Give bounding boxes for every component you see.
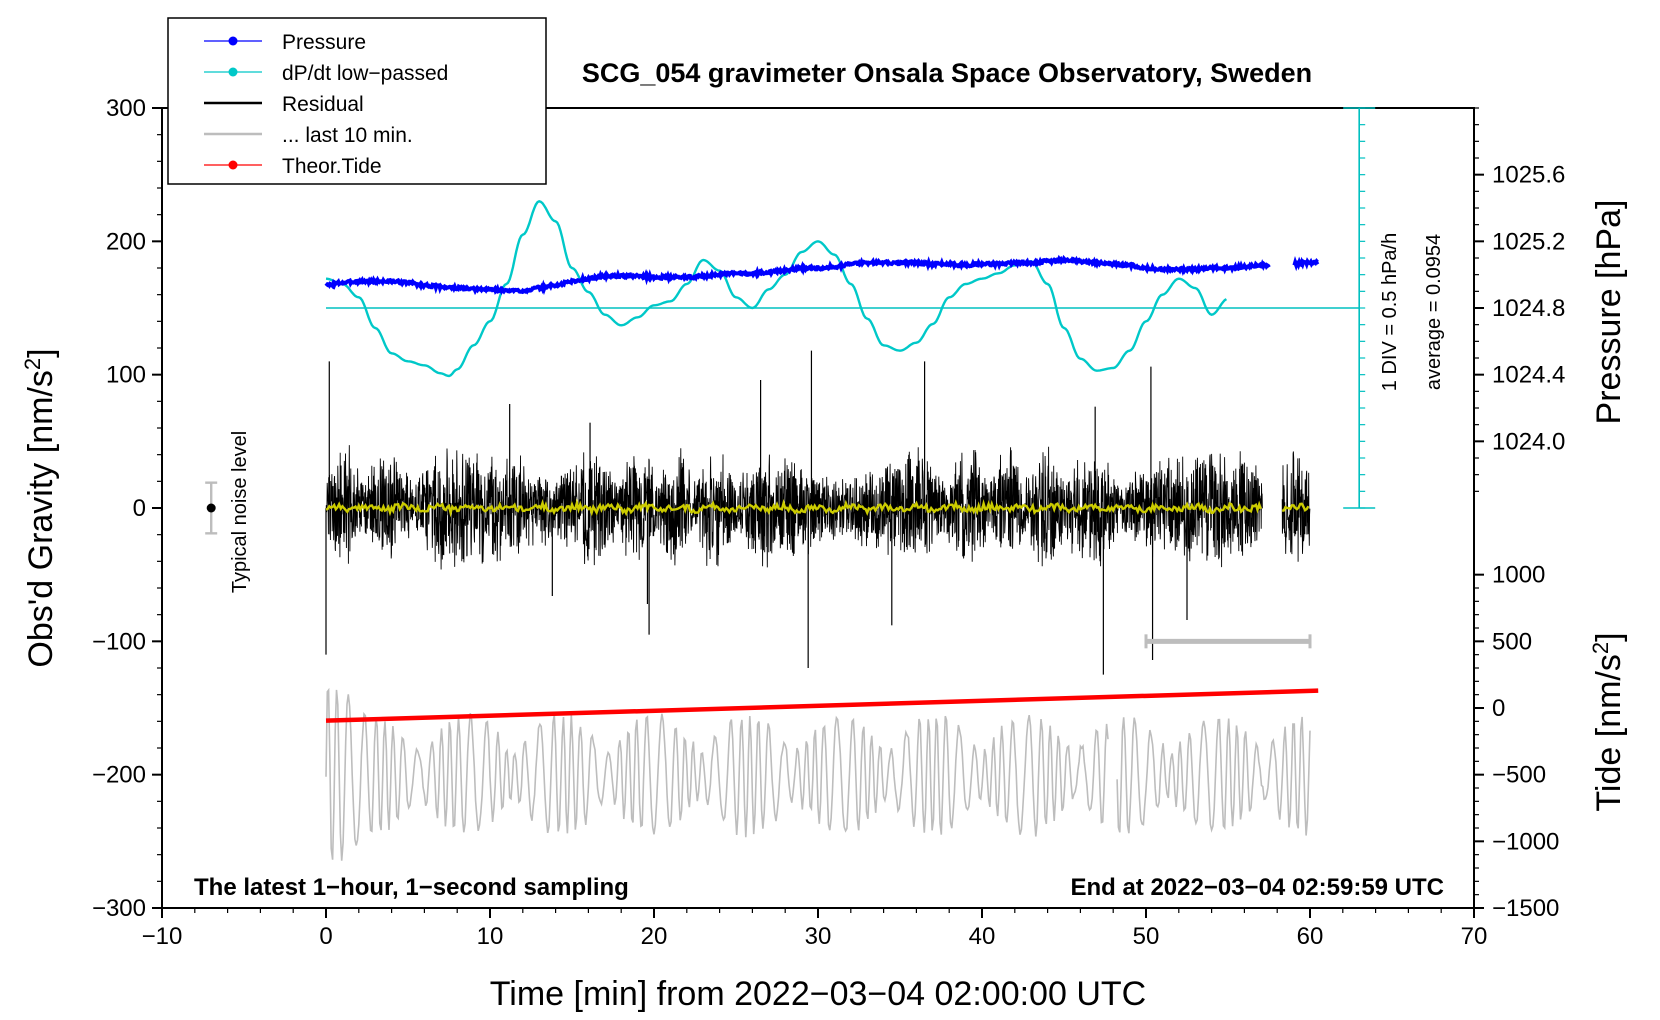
x-tick-label: 70 [1461, 923, 1488, 950]
y-axis-title-tide-main: Tide [nm/s [1590, 654, 1628, 811]
legend-marker [228, 67, 238, 77]
noise-level-label: Typical noise level [229, 431, 251, 593]
tide-tick-label: 0 [1492, 695, 1505, 722]
x-axis-title: Time [min] from 2022−03−04 02:00:00 UTC [490, 975, 1146, 1013]
y-axis-title-tide-close: ] [1590, 632, 1628, 641]
legend-label: Residual [282, 93, 364, 116]
tide-tick-label: 1000 [1492, 562, 1545, 589]
x-tick-label: 10 [477, 923, 504, 950]
pressure-trace [324, 254, 1320, 296]
chart-title: SCG_054 gravimeter Onsala Space Observat… [582, 58, 1312, 88]
y-axis-title-left: Obs'd Gravity [nm/s2] [20, 348, 60, 667]
legend-marker [228, 160, 238, 170]
tide-tick-label: 500 [1492, 628, 1532, 655]
dpdt-average-label: average = 0.0954 [1423, 234, 1445, 390]
x-tick-label: −10 [142, 923, 183, 950]
x-tick-label: 50 [1133, 923, 1160, 950]
tide-tick-label: −500 [1492, 762, 1546, 789]
x-tick-label: 20 [641, 923, 668, 950]
pressure-tick-label: 1025.2 [1492, 228, 1565, 255]
noise-bar-center [206, 503, 216, 513]
legend-items: Pressure dP/dt low−passed Residual ... last… [204, 31, 448, 178]
y-axis-title-tide-sup: 2 [1588, 642, 1613, 654]
x-tick-label: 40 [969, 923, 996, 950]
y-tick-label: 300 [106, 95, 146, 122]
residual-lowpass-trace [325, 498, 1310, 518]
footer-left-text: The latest 1−hour, 1−second sampling [194, 874, 629, 901]
legend-marker [228, 36, 238, 46]
series-layer [205, 107, 1376, 861]
y-axis-title-left-sup: 2 [20, 358, 45, 370]
y-tick-label: 200 [106, 228, 146, 255]
legend-box [167, 17, 547, 185]
legend-label: dP/dt low−passed [282, 62, 448, 85]
axis-layer: −10 0 10 20 30 40 50 60 70−300−200−1000100200300… [92, 95, 1565, 950]
legend: Pressure dP/dt low−passed Residual ... last… [167, 17, 547, 185]
x-tick-label: 0 [319, 923, 332, 950]
y-tick-label: −100 [92, 628, 146, 655]
pressure-tick-label: 1024.8 [1492, 295, 1565, 322]
dpdt-trace [325, 200, 1228, 378]
y-tick-label: −200 [92, 762, 146, 789]
y-tick-label: 0 [133, 495, 146, 522]
pressure-tick-label: 1024.0 [1492, 428, 1565, 455]
dpdt-div-label: 1 DIV = 0.5 hPa/h [1379, 233, 1401, 391]
y-axis-title-pressure: Pressure [hPa] [1590, 200, 1628, 425]
residual-trace [325, 445, 1311, 570]
pressure-tick-label: 1024.4 [1492, 362, 1565, 389]
tide-tick-label: −1000 [1492, 828, 1559, 855]
y-tick-label: −300 [92, 895, 146, 922]
tide-tick-label: −1500 [1492, 895, 1559, 922]
legend-label: Pressure [282, 31, 366, 54]
x-tick-label: 30 [805, 923, 832, 950]
y-axis-title-left-close: ] [22, 348, 60, 357]
y-axis-title-tide: Tide [nm/s2] [1588, 632, 1628, 811]
footer-right-text: End at 2022−03−04 02:59:59 UTC [1070, 874, 1444, 901]
y-axis-title-left-main: Obs'd Gravity [nm/s [22, 370, 60, 667]
pressure-tick-label: 1025.6 [1492, 162, 1565, 189]
last10-trace [325, 687, 1311, 861]
x-tick-label: 60 [1297, 923, 1324, 950]
legend-label: Theor.Tide [282, 155, 382, 178]
y-tick-label: 100 [106, 362, 146, 389]
legend-label: ... last 10 min. [282, 124, 413, 147]
tide-trace [325, 688, 1319, 723]
